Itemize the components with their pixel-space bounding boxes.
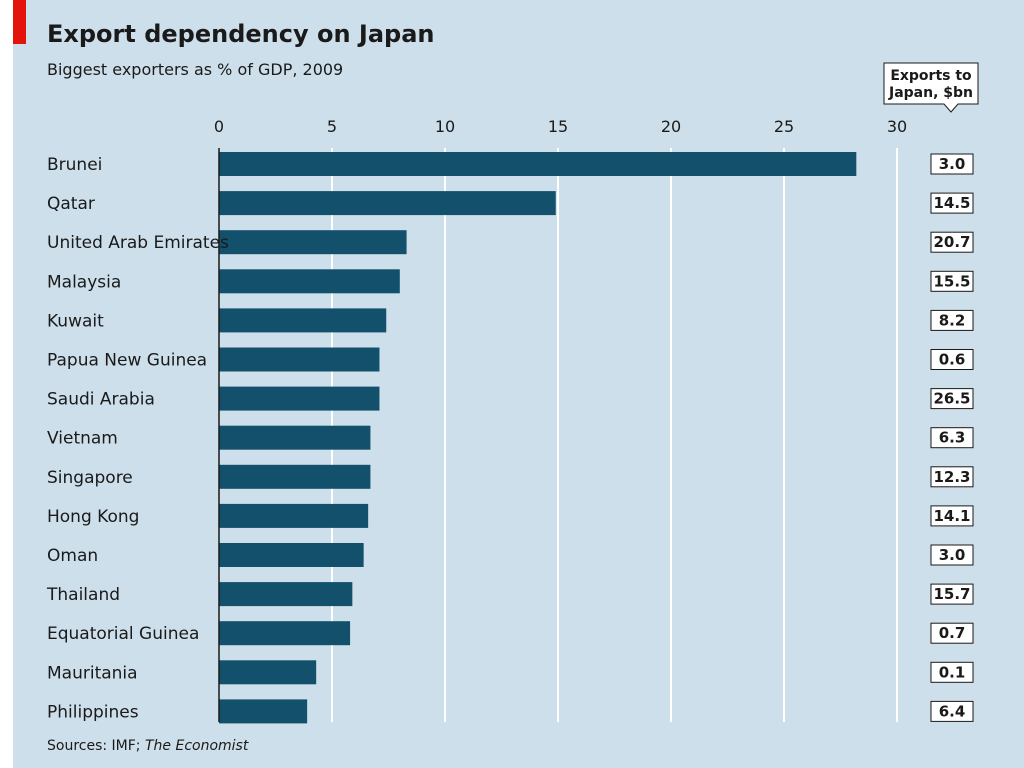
export-value-label: 15.7 [933, 585, 970, 603]
bar [219, 621, 351, 646]
source-italic: The Economist [144, 738, 249, 754]
export-value-label: 15.5 [933, 272, 970, 290]
category-label: Qatar [47, 194, 95, 214]
x-axis-ticks: 0 5 10 15 20 25 30 [214, 117, 907, 136]
export-value-box [930, 661, 974, 683]
category-label: Singapore [47, 468, 133, 488]
category-label: Kuwait [47, 311, 104, 331]
bar [219, 308, 387, 333]
category-label: Saudi Arabia [47, 390, 155, 410]
export-value-label: 20.7 [933, 233, 970, 251]
category-label: Oman [47, 546, 98, 566]
export-value-box [930, 309, 974, 331]
export-value-label: 14.5 [933, 194, 970, 212]
gridlines [331, 148, 898, 722]
x-tick-label: 5 [327, 117, 337, 136]
export-value-box [930, 270, 974, 292]
export-value-label: 0.1 [939, 663, 966, 681]
chart-title: Export dependency on Japan [47, 20, 435, 48]
category-label: Equatorial Guinea [47, 624, 199, 644]
export-value-label: 14.1 [933, 507, 970, 525]
bar [219, 386, 380, 411]
category-label: Philippines [47, 702, 139, 722]
category-label: Papua New Guinea [47, 351, 207, 371]
export-value-label: 8.2 [939, 311, 966, 329]
category-label: Thailand [46, 585, 120, 605]
export-value-box [930, 388, 974, 410]
export-value-box [930, 544, 974, 566]
bar [219, 425, 371, 450]
chart-background [13, 0, 1024, 768]
chart-subtitle: Biggest exporters as % of GDP, 2009 [47, 60, 344, 79]
export-value-box [930, 427, 974, 449]
x-tick-label: 0 [214, 117, 224, 136]
bars [219, 152, 857, 724]
export-value-box [930, 349, 974, 370]
x-tick-label: 20 [661, 117, 681, 136]
bar [219, 543, 364, 567]
bar [219, 464, 371, 489]
export-value-label: 3.0 [939, 155, 966, 173]
bar [219, 191, 556, 216]
x-tick-label: 25 [774, 117, 794, 136]
category-labels: Brunei Qatar United Arab Emirates Malaysia K… [46, 155, 229, 722]
x-tick-label: 10 [435, 117, 455, 136]
bar [219, 699, 308, 724]
bar [219, 582, 353, 607]
export-value-label: 0.6 [939, 351, 966, 369]
category-label: Hong Kong [47, 507, 139, 527]
export-value-label: 3.0 [939, 546, 966, 564]
category-label: United Arab Emirates [47, 233, 229, 253]
source-note: Sources: IMF; The Economist [47, 738, 248, 754]
export-value-box [930, 153, 974, 175]
source-prefix: Sources: IMF; [47, 738, 145, 754]
export-value-label: 12.3 [933, 468, 970, 486]
export-value-box [930, 466, 974, 488]
bar [219, 269, 400, 294]
x-tick-label: 15 [548, 117, 568, 136]
bar [219, 152, 857, 176]
x-tick-label: 30 [887, 117, 907, 136]
export-value-box [930, 231, 974, 253]
bar [219, 347, 380, 372]
header-callout-box [883, 62, 979, 113]
export-value-box [930, 622, 974, 644]
bar [219, 503, 369, 528]
category-label: Malaysia [47, 272, 121, 292]
category-label: Vietnam [47, 429, 118, 449]
export-value-label: 6.4 [939, 702, 966, 720]
category-label: Brunei [47, 155, 102, 175]
export-value-label: 6.3 [939, 429, 966, 447]
export-value-box [930, 700, 974, 722]
export-value-label: 26.5 [933, 390, 970, 408]
bar [219, 230, 407, 255]
bar [219, 660, 317, 685]
export-value-box [930, 583, 974, 605]
header-line: Japan, $bn [888, 85, 973, 101]
export-value-label: 0.7 [939, 624, 966, 642]
export-value-box [930, 505, 974, 527]
header-line: Exports to [890, 68, 972, 84]
category-label: Mauritania [47, 663, 138, 683]
red-accent-tag [13, 0, 26, 44]
export-value-box [930, 192, 974, 214]
